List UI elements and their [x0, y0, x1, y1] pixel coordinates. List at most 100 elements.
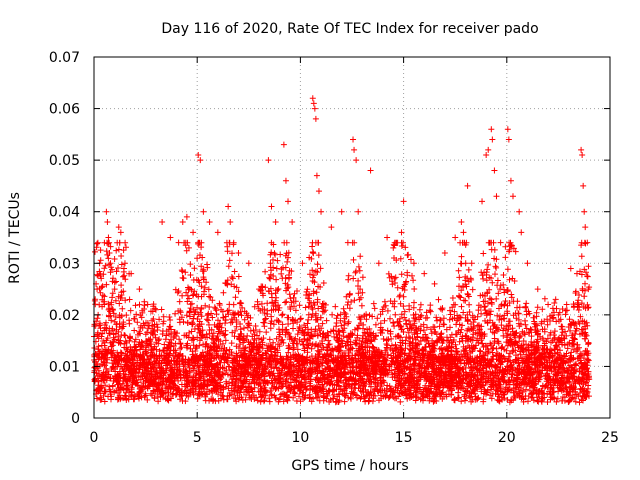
data-point	[268, 203, 275, 210]
data-point	[299, 260, 306, 267]
data-point	[272, 219, 279, 226]
data-point	[504, 126, 511, 133]
data-point	[97, 322, 104, 329]
data-point	[483, 151, 490, 158]
data-point	[355, 208, 362, 215]
data-point	[507, 177, 514, 184]
data-point	[111, 286, 118, 293]
y-tick-label: 0	[71, 411, 80, 427]
data-point	[175, 239, 182, 246]
data-point	[338, 208, 345, 215]
data-point	[117, 229, 124, 236]
data-point	[94, 286, 101, 293]
data-point	[509, 193, 516, 200]
plot-frame	[93, 56, 611, 419]
data-point	[144, 301, 151, 308]
data-point	[573, 270, 580, 277]
data-point	[581, 208, 588, 215]
data-point	[491, 167, 498, 174]
data-point	[103, 208, 110, 215]
data-point	[136, 286, 143, 293]
data-point	[485, 146, 492, 153]
data-point	[390, 244, 397, 251]
x-tick-label: 15	[395, 430, 413, 446]
data-point	[159, 219, 166, 226]
data-point	[460, 229, 467, 236]
data-point	[195, 151, 202, 158]
data-point	[179, 219, 186, 226]
data-point	[101, 301, 108, 308]
data-point	[493, 193, 500, 200]
data-point	[106, 249, 113, 256]
data-point	[398, 229, 405, 236]
data-point	[225, 203, 232, 210]
x-tick-label: 10	[291, 430, 309, 446]
data-point	[289, 219, 296, 226]
y-tick-label: 0.05	[49, 153, 80, 169]
data-point	[265, 157, 272, 164]
data-point	[280, 141, 287, 148]
x-tick-label: 20	[498, 430, 516, 446]
dense-point-cloud	[91, 239, 593, 406]
data-point	[488, 126, 495, 133]
data-point	[310, 100, 317, 107]
data-point	[441, 249, 448, 256]
data-point	[479, 198, 486, 205]
data-point	[584, 239, 591, 246]
y-tick-label: 0.03	[49, 256, 80, 272]
data-point	[367, 167, 374, 174]
x-tick-label: 0	[90, 430, 99, 446]
y-tick-label: 0.04	[49, 205, 80, 221]
data-point	[458, 219, 465, 226]
y-tick-label: 0.01	[49, 359, 80, 375]
data-point	[245, 260, 252, 267]
data-point	[183, 213, 190, 220]
data-point	[518, 229, 525, 236]
data-point	[452, 234, 459, 241]
data-point	[578, 146, 585, 153]
y-axis-title: ROTI / TECUs	[7, 192, 23, 284]
data-point	[200, 208, 207, 215]
data-point	[431, 280, 438, 287]
data-point	[309, 95, 316, 102]
data-point	[524, 260, 531, 267]
x-tick-label: 5	[193, 430, 202, 446]
data-point	[545, 301, 552, 308]
data-point	[235, 249, 242, 256]
data-point	[585, 286, 592, 293]
data-point	[580, 182, 587, 189]
data-point	[410, 260, 417, 267]
y-tick-label: 0.07	[49, 50, 80, 66]
data-point	[282, 177, 289, 184]
data-point	[505, 136, 512, 143]
y-tick-label: 0.06	[49, 102, 80, 118]
data-point	[468, 260, 475, 267]
data-point	[115, 224, 122, 231]
data-point	[579, 151, 586, 158]
chart-title: Day 116 of 2020, Rate Of TEC Index for r…	[161, 21, 538, 37]
data-point	[128, 270, 135, 277]
x-axis-title: GPS time / hours	[291, 458, 408, 474]
data-point	[328, 224, 335, 231]
data-point	[534, 286, 541, 293]
data-point	[285, 198, 292, 205]
data-point	[190, 229, 197, 236]
data-point	[197, 157, 204, 164]
data-point	[214, 229, 221, 236]
data-point	[555, 311, 562, 318]
y-tick-label: 0.02	[49, 308, 80, 324]
data-point	[104, 219, 111, 226]
data-point	[350, 136, 357, 143]
data-point	[105, 234, 112, 241]
data-point	[421, 270, 428, 277]
data-point	[375, 260, 382, 267]
x-tick-label: 25	[601, 430, 619, 446]
data-point	[344, 239, 351, 246]
data-point	[563, 301, 570, 308]
data-point	[464, 182, 471, 189]
data-point	[315, 188, 322, 195]
data-point	[206, 219, 213, 226]
data-point	[312, 115, 319, 122]
data-points	[91, 95, 593, 406]
